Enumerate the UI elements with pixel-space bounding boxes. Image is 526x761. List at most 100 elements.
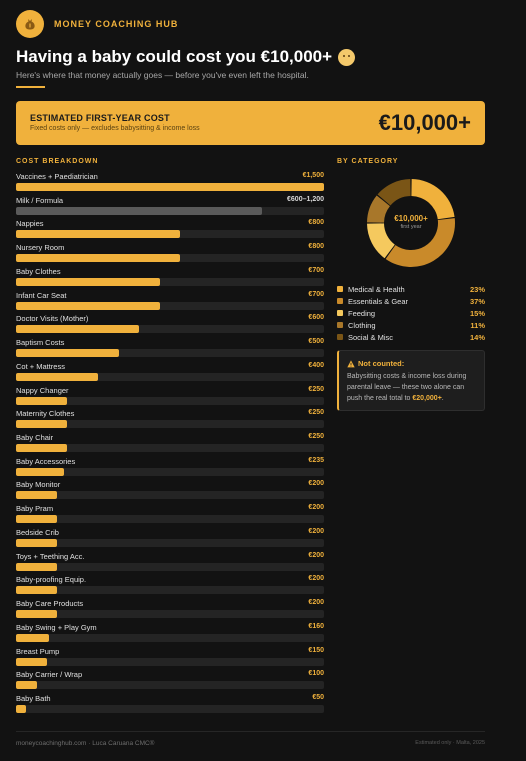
- bar-label: Maternity Clothes: [16, 409, 75, 419]
- estimated-cost-value: €10,000+: [378, 110, 471, 135]
- note-text-end: .: [441, 395, 444, 402]
- bar-value-label: €50: [312, 694, 324, 702]
- cost-bar-row: Toys + Teething Acc. €200: [16, 552, 324, 572]
- legend-percent: 14%: [469, 333, 485, 342]
- bar-label: Baby Chair: [16, 433, 54, 443]
- bar-fill: [16, 325, 140, 334]
- cost-bar-row: Nappies €800: [16, 219, 324, 239]
- footer-disclaimer: Estimated only · Malta, 2025: [415, 740, 485, 746]
- bar-fill: [16, 586, 58, 595]
- by-category-title: BY CATEGORY: [337, 158, 399, 165]
- cost-bar-row: Baby Care Products €200: [16, 599, 324, 619]
- donut-center-value: €10,000+: [394, 214, 428, 223]
- legend-item: Feeding 15%: [337, 309, 485, 319]
- cost-bar-row: Vaccines + Paediatrician €1,500: [16, 172, 324, 192]
- bar-value-label: €200: [308, 504, 324, 512]
- bar-value-label: €200: [308, 575, 324, 583]
- cost-bar-row: Infant Car Seat €700: [16, 291, 324, 311]
- cost-bar-row: Bedside Crib €200: [16, 528, 324, 548]
- legend-percent: 15%: [469, 309, 485, 318]
- bar-fill: [16, 515, 58, 524]
- bar-track: [16, 444, 324, 453]
- bar-fill: [16, 467, 65, 476]
- legend-item: Medical & Health 23%: [337, 285, 485, 295]
- donut-center: €10,000+ first year: [366, 214, 456, 230]
- legend-swatch: [337, 334, 343, 340]
- estimated-cost-sublabel: Fixed costs only — excludes babysitting …: [30, 125, 200, 132]
- bar-fill: [16, 349, 119, 358]
- bar-value-label: €600: [308, 314, 324, 322]
- bar-fill: [16, 610, 58, 619]
- bar-label: Cot + Mattress: [16, 361, 65, 371]
- cost-bar-row: Baby Chair €250: [16, 433, 324, 453]
- footer-credit: moneycoachinghub.com · Luca Caruana CMC®: [16, 740, 155, 747]
- bar-value-label: €200: [308, 551, 324, 559]
- bar-value-label: €150: [308, 646, 324, 654]
- bar-label: Vaccines + Paediatrician: [16, 172, 98, 181]
- legend-item: Clothing 11%: [337, 321, 485, 331]
- page-title-text: Having a baby could cost you €10,000+: [16, 47, 333, 66]
- bar-label: Baptism Costs: [16, 338, 65, 348]
- bar-fill: [16, 396, 68, 405]
- bar-label: Infant Car Seat: [16, 290, 67, 300]
- bar-fill: [16, 491, 58, 500]
- bar-fill: [16, 254, 181, 263]
- bar-track: [16, 420, 324, 429]
- bar-value-label: €160: [308, 622, 324, 630]
- brand-name: MONEY COACHING HUB: [54, 19, 179, 29]
- bar-fill: [16, 277, 160, 286]
- cost-bar-row: Baptism Costs €500: [16, 338, 324, 358]
- cost-bar-row: Baby Swing + Play Gym €160: [16, 623, 324, 643]
- bar-track: [16, 610, 324, 619]
- bar-value-label: €700: [308, 266, 324, 274]
- bar-track: [16, 467, 324, 476]
- bar-fill: [16, 538, 58, 547]
- bar-value-label: €100: [308, 670, 324, 678]
- baby-face-icon: [338, 48, 356, 66]
- bar-value-label: €400: [308, 361, 324, 369]
- bar-label: Baby Carrier / Wrap: [16, 670, 83, 680]
- header: MONEY COACHING HUB: [16, 10, 178, 38]
- bar-label: Baby Clothes: [16, 266, 61, 276]
- bar-track: [16, 254, 324, 263]
- legend-swatch: [337, 298, 343, 304]
- bar-fill: [16, 657, 47, 666]
- bar-label: Baby Monitor: [16, 480, 61, 490]
- cost-bar-row: Maternity Clothes €250: [16, 409, 324, 429]
- bar-track: [16, 396, 324, 405]
- cost-bar-row: Doctor Visits (Mother) €600: [16, 314, 324, 334]
- bar-value-label: €250: [308, 385, 324, 393]
- bar-value-label: €800: [308, 219, 324, 227]
- cost-bar-row: Baby Monitor €200: [16, 480, 324, 500]
- bar-label: Breast Pump: [16, 646, 60, 656]
- logo: [16, 10, 44, 38]
- cost-bar-row: Baby-proofing Equip. €200: [16, 575, 324, 595]
- note-title: Not counted:: [347, 359, 476, 368]
- cost-bar-row: Breast Pump €150: [16, 647, 324, 667]
- bar-track: [16, 349, 324, 358]
- bar-track: [16, 325, 324, 334]
- bar-label: Nappies: [16, 219, 44, 229]
- bar-label: Milk / Formula: [16, 195, 64, 205]
- page-subtitle: Here's where that money actually goes — …: [16, 70, 309, 80]
- legend-label: Clothing: [348, 321, 376, 330]
- bar-value-label: €800: [308, 243, 324, 251]
- bar-label: Baby-proofing Equip.: [16, 575, 87, 585]
- bar-fill: [16, 444, 68, 453]
- legend-label: Medical & Health: [348, 285, 405, 294]
- bar-track: [16, 538, 324, 547]
- coin-bag-icon: [25, 19, 35, 30]
- bar-track: [16, 230, 324, 239]
- legend-percent: 23%: [469, 285, 485, 294]
- bar-value-label: €500: [308, 338, 324, 346]
- cost-bar-row: Nappy Changer €250: [16, 386, 324, 406]
- bar-value-label: €250: [308, 433, 324, 441]
- bar-fill: [16, 206, 263, 215]
- bar-value-label: €700: [308, 290, 324, 298]
- estimated-cost-card: ESTIMATED FIRST-YEAR COST Fixed costs on…: [16, 101, 485, 145]
- cost-bar-row: Baby Carrier / Wrap €100: [16, 670, 324, 690]
- bar-track: [16, 301, 324, 310]
- legend-swatch: [337, 286, 343, 292]
- donut-slice: [367, 223, 395, 259]
- bar-fill: [16, 420, 68, 429]
